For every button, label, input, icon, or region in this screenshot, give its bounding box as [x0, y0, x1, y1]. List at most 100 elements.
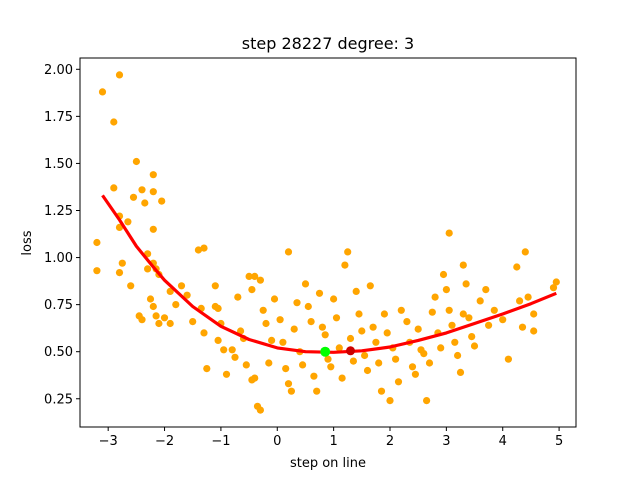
scatter-point [270, 295, 279, 303]
scatter-point [451, 338, 459, 346]
scatter-point [256, 276, 264, 284]
scatter-point [380, 310, 388, 318]
y-axis-label: loss [20, 230, 35, 255]
scatter-point [468, 333, 476, 341]
x-tick-label: 5 [555, 434, 563, 449]
scatter-point [315, 289, 324, 297]
y-tick-label: 1.50 [44, 157, 73, 172]
scatter-point [490, 306, 498, 314]
scatter-point [287, 387, 295, 395]
y-tick-label: 1.75 [44, 110, 73, 125]
scatter-point [268, 336, 276, 344]
scatter-point [189, 318, 197, 326]
scatter-point [445, 229, 453, 237]
x-tick-label: −1 [211, 434, 230, 449]
scatter-point [183, 291, 191, 299]
y-tick-label: 0.25 [44, 392, 73, 407]
x-axis-label: step on line [290, 456, 366, 471]
scatter-point [200, 244, 208, 252]
scatter-point [141, 199, 149, 207]
scatter-point [149, 225, 157, 233]
points-layer [93, 71, 560, 414]
scatter-point [411, 370, 419, 378]
scatter-point [203, 365, 211, 373]
scatter-point [222, 370, 231, 378]
scatter-point [423, 397, 431, 405]
scatter-point [518, 323, 527, 331]
scatter-point [408, 363, 417, 371]
scatter-point [372, 338, 380, 346]
scatter-point [132, 157, 140, 166]
scatter-point [428, 308, 436, 316]
scatter-point [552, 278, 560, 286]
scatter-point [383, 329, 391, 337]
scatter-point [242, 361, 250, 369]
scatter-point [485, 321, 493, 329]
scatter-point [248, 286, 256, 294]
scatter-point [420, 350, 428, 358]
scatter-point [234, 293, 242, 301]
scatter-point [276, 316, 284, 324]
scatter-point [513, 263, 521, 271]
scatter-point [448, 321, 456, 329]
scatter-point [262, 319, 270, 328]
scatter-point [392, 355, 400, 363]
scatter-point [324, 355, 332, 363]
scatter-point [301, 280, 310, 288]
scatter-point [349, 357, 357, 365]
scatter-point [482, 286, 490, 294]
scatter-point [245, 272, 253, 280]
scatter-point [110, 184, 118, 192]
scatter-point [237, 327, 245, 335]
scatter-point [524, 293, 532, 301]
scatter-point [414, 325, 422, 333]
scatter-point [307, 318, 315, 326]
scatter-point [321, 331, 329, 339]
scatter-point [299, 361, 307, 369]
scatter-point [304, 302, 312, 311]
scatter-point [166, 319, 174, 328]
scatter-point [346, 334, 355, 343]
scatter-point [124, 218, 132, 226]
scatter-point [177, 282, 186, 290]
scatter-point [445, 306, 453, 314]
current-step-marker [346, 346, 355, 356]
scatter-point [330, 295, 338, 303]
scatter-point [155, 319, 163, 328]
scatter-point [397, 306, 405, 314]
scatter-point [144, 265, 152, 273]
scatter-point [377, 387, 386, 395]
scatter-point [166, 287, 174, 295]
scatter-point [129, 193, 138, 201]
scatter-point [220, 346, 228, 354]
marker-layer [320, 346, 355, 357]
scatter-point [318, 323, 326, 331]
scatter-point [386, 397, 394, 405]
x-tick-label: 2 [386, 434, 394, 449]
scatter-point [530, 310, 538, 318]
x-tick-label: 3 [442, 434, 450, 449]
plot-frame [79, 57, 577, 428]
scatter-point [115, 71, 124, 79]
scatter-point [462, 280, 470, 288]
scatter-point [160, 314, 169, 322]
scatter-point [290, 325, 298, 333]
scatter-point [282, 365, 290, 373]
scatter-point [231, 353, 239, 361]
y-tick-label: 2.00 [44, 63, 73, 78]
scatter-point [459, 261, 467, 269]
fit-layer [101, 194, 557, 354]
scatter-point [470, 342, 479, 350]
scatter-point [293, 299, 301, 307]
scatter-point [158, 197, 166, 205]
x-tick-label: −2 [155, 434, 174, 449]
scatter-point [352, 287, 360, 295]
scatter-point [93, 267, 101, 275]
scatter-point [431, 293, 439, 301]
scatter-point [214, 304, 222, 312]
y-tick-label: 0.75 [44, 298, 73, 313]
scatter-point [93, 238, 101, 247]
